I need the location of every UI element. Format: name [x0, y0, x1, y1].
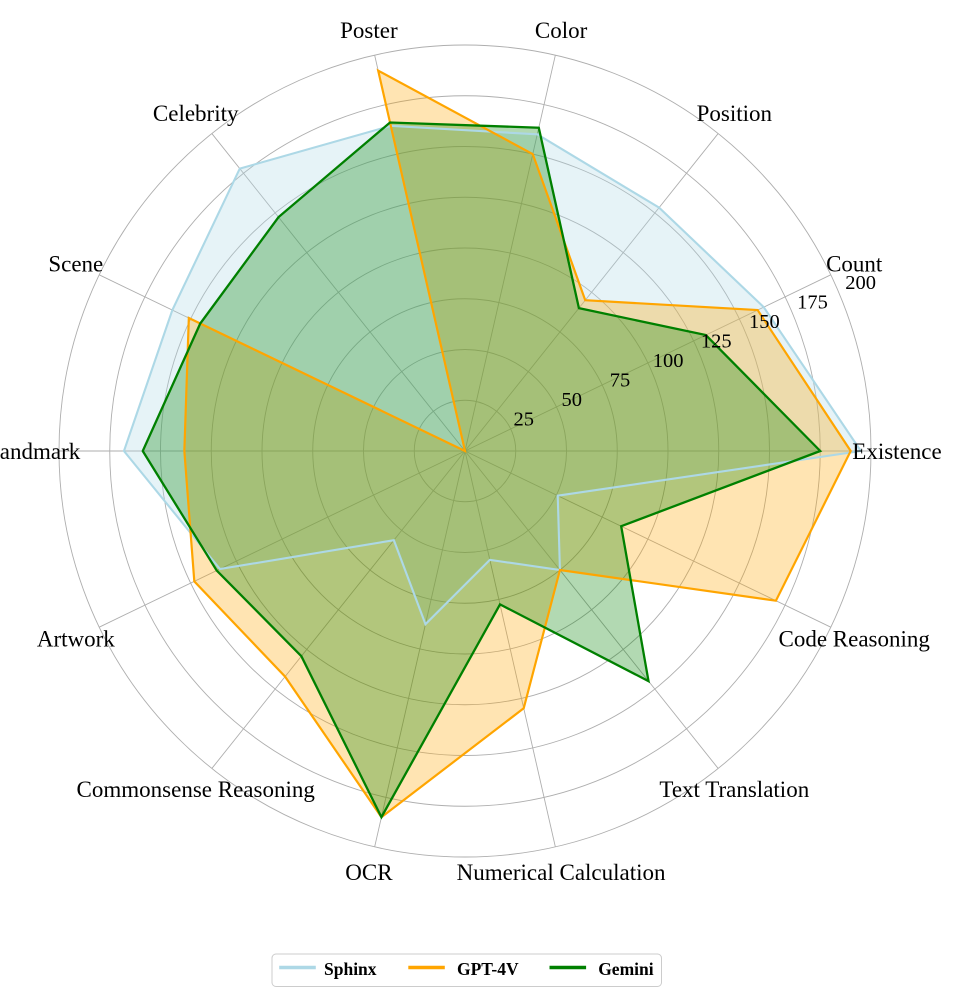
svg-text:Commonsense Reasoning: Commonsense Reasoning [77, 777, 316, 802]
svg-text:Gemini: Gemini [598, 959, 654, 979]
svg-text:75: 75 [610, 370, 631, 392]
svg-text:Artwork: Artwork [37, 626, 115, 651]
svg-text:Color: Color [535, 18, 588, 43]
svg-text:100: 100 [653, 350, 684, 372]
svg-text:Existence: Existence [852, 439, 941, 464]
svg-text:Scene: Scene [48, 252, 103, 277]
svg-text:Poster: Poster [340, 18, 398, 43]
svg-text:Count: Count [826, 252, 883, 277]
svg-text:200: 200 [845, 272, 876, 294]
svg-text:OCR: OCR [345, 860, 393, 885]
svg-text:GPT-4V: GPT-4V [457, 959, 519, 979]
svg-text:50: 50 [562, 389, 583, 411]
svg-text:175: 175 [797, 292, 828, 314]
svg-text:150: 150 [749, 311, 780, 333]
svg-text:125: 125 [701, 331, 732, 353]
svg-text:Code Reasoning: Code Reasoning [778, 626, 930, 651]
svg-text:Sphinx: Sphinx [324, 959, 377, 979]
svg-text:Celebrity: Celebrity [153, 101, 239, 126]
svg-text:Numerical Calculation: Numerical Calculation [457, 860, 666, 885]
svg-text:25: 25 [513, 409, 534, 431]
svg-text:Position: Position [697, 101, 773, 126]
svg-text:Landmark: Landmark [0, 439, 81, 464]
svg-text:Text Translation: Text Translation [659, 777, 809, 802]
